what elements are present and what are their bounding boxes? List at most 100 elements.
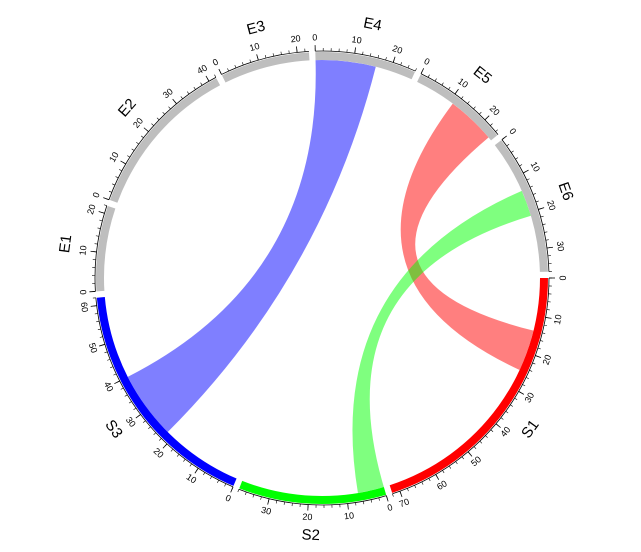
minor-tick [133, 407, 137, 411]
minor-tick [441, 82, 444, 86]
major-tick [546, 246, 554, 249]
sector-track [494, 140, 548, 272]
major-tick [495, 423, 501, 428]
minor-tick [542, 223, 546, 225]
axis-line [501, 139, 550, 272]
major-tick [467, 451, 473, 457]
minor-tick [495, 129, 498, 132]
minor-tick [108, 190, 112, 193]
major-tick [90, 250, 97, 253]
tick-label: 40 [195, 63, 209, 77]
minor-tick [529, 185, 533, 188]
minor-tick [99, 219, 103, 222]
tick-label: 10 [351, 34, 362, 45]
tick-label: 20 [488, 103, 502, 117]
sector-track [389, 278, 548, 493]
minor-tick [245, 491, 247, 495]
minor-tick [378, 497, 380, 501]
minor-tick [148, 426, 151, 429]
minor-tick [193, 86, 196, 90]
tick-label: 10 [529, 160, 543, 174]
minor-tick [400, 62, 402, 66]
minor-tick [162, 111, 165, 115]
tick-label: 70 [398, 496, 411, 509]
minor-tick [203, 472, 206, 476]
sector-label: S3 [101, 417, 126, 442]
minor-tick [505, 411, 509, 414]
minor-tick [180, 96, 183, 99]
major-tick [501, 135, 507, 140]
tick-label: 0 [78, 289, 88, 295]
minor-tick [510, 150, 514, 153]
tick-label: 20 [302, 512, 313, 523]
minor-tick [112, 183, 116, 186]
tick-label: 30 [161, 86, 175, 100]
minor-tick [224, 483, 227, 487]
tick-label: 20 [391, 43, 404, 56]
minor-tick [515, 157, 519, 160]
minor-tick [479, 111, 482, 115]
minor-tick [275, 500, 278, 504]
minor-tick [241, 62, 244, 66]
minor-tick [525, 377, 529, 379]
minor-tick [210, 476, 212, 480]
minor-tick [128, 401, 132, 404]
sector-track [417, 74, 498, 141]
minor-tick [519, 164, 523, 167]
minor-tick [526, 178, 530, 181]
major-tick [535, 355, 542, 358]
sector-label: S2 [301, 526, 320, 544]
minor-tick [136, 142, 139, 145]
sector-track [109, 78, 221, 203]
major-tick [267, 498, 270, 505]
axis-line [392, 277, 550, 495]
major-tick [435, 474, 440, 480]
minor-tick [415, 68, 417, 72]
minor-tick [414, 485, 417, 489]
minor-tick [461, 456, 465, 460]
minor-tick [377, 55, 380, 59]
minor-tick [490, 429, 494, 432]
minor-tick [131, 148, 135, 151]
minor-tick [96, 320, 100, 323]
major-tick [538, 207, 545, 210]
minor-tick [370, 53, 372, 57]
minor-tick [153, 432, 157, 435]
minor-tick [448, 86, 451, 90]
minor-tick [510, 404, 513, 407]
sector-label: E6 [554, 180, 576, 203]
minor-tick [252, 494, 255, 498]
major-tick [454, 88, 459, 95]
tick-label: 10 [184, 472, 198, 486]
minor-tick [104, 351, 108, 354]
minor-tick [362, 51, 364, 55]
axis-line [108, 76, 217, 200]
minor-tick [200, 82, 203, 86]
tick-label: 40 [498, 425, 512, 439]
major-tick [99, 343, 106, 347]
tick-label: 60 [435, 478, 449, 492]
tick-label: 60 [79, 302, 90, 313]
minor-tick [120, 387, 124, 390]
axis-line [238, 488, 387, 506]
major-tick [392, 56, 396, 63]
minor-tick [103, 204, 107, 206]
major-tick [256, 54, 259, 61]
minor-tick [461, 96, 464, 99]
link [352, 190, 531, 494]
minor-tick [124, 394, 128, 397]
major-tick [194, 468, 199, 474]
minor-tick [540, 340, 544, 342]
tick-label: 0 [91, 191, 102, 199]
sector-track [315, 51, 415, 80]
major-tick [98, 211, 105, 214]
minor-tick [514, 397, 518, 401]
minor-tick [264, 55, 267, 59]
minor-tick [407, 488, 409, 492]
minor-tick [428, 478, 431, 482]
minor-tick [156, 117, 160, 121]
tick-label: 10 [107, 150, 121, 164]
major-tick [386, 495, 389, 502]
minor-tick [407, 65, 410, 69]
tick-label: 40 [102, 380, 115, 393]
